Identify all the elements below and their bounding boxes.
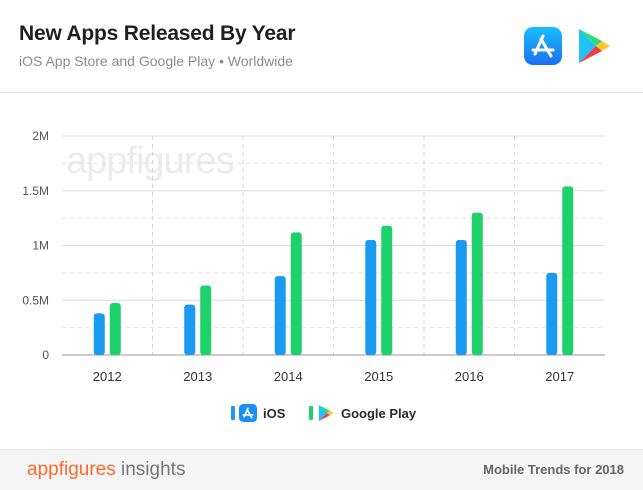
chart-title: New Apps Released By Year <box>19 22 296 45</box>
brand-secondary: insights <box>121 459 186 480</box>
bar-google-play <box>290 232 302 355</box>
x-tick-label: 2015 <box>364 369 393 384</box>
bar-google-play <box>109 302 121 355</box>
bar-ios <box>274 276 286 355</box>
app-store-icon <box>239 404 257 422</box>
brand-primary: appfigures <box>27 459 116 480</box>
x-tick-label: 2012 <box>93 369 122 384</box>
watermark: appfigures <box>66 140 234 182</box>
x-tick-label: 2017 <box>545 369 574 384</box>
chart-legend: iOS Google Play <box>0 400 643 426</box>
bar-google-play <box>200 285 212 355</box>
bar-chart: 0 0.5M 1M 1.5M 2M 2012 2013 2014 2015 2016 2017 <box>22 129 605 384</box>
legend-swatch-ios <box>231 406 235 420</box>
bar-ios <box>546 272 558 355</box>
bar-google-play <box>471 212 483 355</box>
bar-ios <box>184 304 196 355</box>
bar-ios <box>455 240 467 355</box>
google-play-icon <box>579 29 610 63</box>
legend-item-google-play[interactable]: Google Play <box>309 400 416 426</box>
bar-google-play <box>562 186 574 355</box>
legend-label-ios: iOS <box>263 405 286 421</box>
app-store-icon <box>524 27 562 65</box>
bar-google-play <box>381 225 393 355</box>
x-tick-label: 2013 <box>183 369 212 384</box>
legend-item-ios[interactable]: iOS <box>231 400 285 426</box>
y-tick-label: 1.5M <box>22 184 49 198</box>
chart-subtitle: iOS App Store and Google Play • Worldwid… <box>19 53 293 69</box>
bar-ios <box>365 240 377 355</box>
header-divider <box>0 92 643 93</box>
footer-report-title: Mobile Trends for 2018 <box>483 462 624 477</box>
bar-ios <box>93 313 105 355</box>
y-tick-label: 0 <box>42 348 49 362</box>
google-play-icon <box>318 404 334 422</box>
chart-header: New Apps Released By Year iOS App Store … <box>0 0 643 92</box>
x-tick-label: 2014 <box>274 369 303 384</box>
brand-logo-text: appfigures insights <box>27 459 185 481</box>
y-tick-label: 0.5M <box>22 293 49 307</box>
legend-label-google-play: Google Play <box>341 405 417 421</box>
legend-swatch-google-play <box>309 406 313 420</box>
y-tick-label: 1M <box>32 239 49 253</box>
footer: appfigures insights Mobile Trends for 20… <box>0 449 643 490</box>
y-tick-label: 2M <box>32 129 49 143</box>
x-tick-label: 2016 <box>455 369 484 384</box>
